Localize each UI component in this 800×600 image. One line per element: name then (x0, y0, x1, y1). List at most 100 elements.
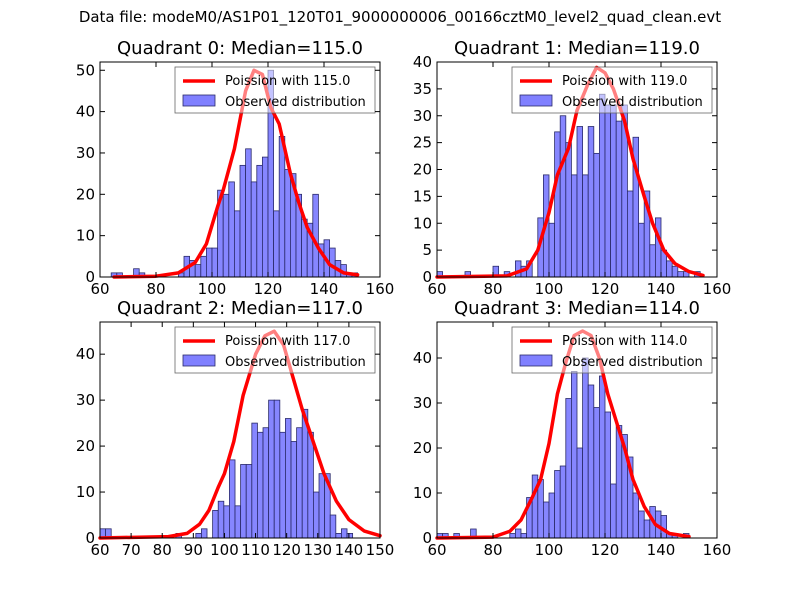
histogram-bar (632, 492, 639, 539)
y-tick-label: 40 (76, 345, 95, 363)
histogram-bar (543, 501, 550, 539)
x-tick-label: 120 (591, 541, 620, 559)
x-tick-label: 80 (153, 541, 172, 559)
histogram-bar (554, 131, 561, 278)
histogram-bar (229, 459, 236, 539)
x-tick-label: 120 (254, 280, 283, 298)
histogram-bar (576, 126, 583, 278)
histogram-bar (587, 126, 595, 278)
histogram-bar (284, 169, 291, 278)
x-tick-label: 60 (90, 541, 109, 559)
histogram-bar (211, 247, 218, 278)
histogram-bar (571, 174, 578, 278)
histogram-bar (554, 470, 561, 539)
histogram-bar (329, 247, 336, 278)
histogram-bar (240, 464, 247, 539)
y-tick-label: 40 (413, 53, 432, 71)
histogram-bar (627, 190, 634, 278)
histogram-bar (671, 265, 679, 278)
histogram-bar (195, 533, 202, 539)
histogram-bar (346, 533, 354, 539)
histogram-bar (245, 464, 253, 539)
subplot-quadrant-0: Quadrant 0: Median=115.0 Poission with 11… (76, 38, 394, 298)
x-tick-label: 60 (427, 280, 446, 298)
histogram-bar (571, 371, 578, 539)
histogram-bar (593, 407, 600, 539)
histogram-bar (329, 514, 337, 539)
figure-suptitle: Data file: modeM0/AS1P01_120T01_90000000… (78, 8, 722, 26)
y-tick-label: 10 (76, 483, 95, 501)
histogram-bar (222, 193, 230, 278)
y-tick-label: 20 (413, 161, 432, 179)
x-tick-label: 140 (647, 541, 676, 559)
legend-label-poisson: Poission with 114.0 (562, 334, 687, 349)
y-tick-label: 10 (413, 214, 432, 232)
histogram-bar (279, 431, 286, 539)
x-tick-label: 60 (90, 280, 109, 298)
x-tick-label: 100 (535, 280, 564, 298)
histogram-bar (638, 222, 645, 278)
histogram-bar (559, 465, 567, 539)
y-tick-label: 30 (413, 107, 432, 125)
x-tick-label: 120 (591, 280, 620, 298)
subplot-title: Quadrant 1: Median=119.0 (454, 38, 700, 59)
histogram-bar (335, 533, 342, 539)
legend-bar-swatch (182, 94, 216, 107)
histogram-bar (587, 384, 595, 539)
y-tick-label: 25 (413, 134, 432, 152)
histogram-bar (318, 473, 326, 539)
histogram-bar (296, 427, 303, 539)
legend: Poission with 115.0 Observed distribution (174, 66, 376, 114)
histogram-bar (245, 148, 252, 278)
y-tick-label: 20 (413, 439, 432, 457)
histogram-bar (677, 271, 684, 278)
y-tick-label: 0 (422, 268, 432, 286)
histogram-bar (233, 210, 241, 278)
y-tick-label: 35 (413, 80, 432, 98)
histogram-bar (582, 174, 589, 278)
subplot-quadrant-2: Quadrant 2: Median=117.0 Poission with 11… (76, 298, 394, 559)
histogram-bar (201, 528, 208, 539)
legend-label-observed: Observed distribution (225, 355, 366, 370)
histogram-bar (212, 510, 219, 539)
x-tick-label: 60 (427, 541, 446, 559)
y-tick-label: 0 (85, 268, 95, 286)
legend: Poission with 117.0 Observed distribution (174, 326, 376, 374)
legend-label-poisson: Poission with 115.0 (225, 74, 350, 89)
x-tick-label: 80 (483, 541, 502, 559)
y-tick-label: 30 (413, 394, 432, 412)
x-tick-label: 80 (146, 280, 165, 298)
x-tick-label: 160 (703, 541, 732, 559)
histogram-bar (537, 479, 544, 539)
histogram-bar (239, 164, 246, 278)
histogram-bars (436, 93, 701, 278)
subplot-title: Quadrant 3: Median=114.0 (454, 298, 700, 319)
y-tick-label: 20 (76, 185, 95, 203)
legend-label-poisson: Poission with 119.0 (562, 74, 687, 89)
x-tick-label: 160 (703, 280, 732, 298)
histogram-bar (520, 533, 527, 539)
x-tick-label: 140 (335, 541, 364, 559)
x-tick-label: 120 (272, 541, 301, 559)
histogram-bar (643, 519, 651, 539)
histogram-bar (548, 222, 555, 278)
histogram-bar (268, 399, 275, 539)
histogram-bar (262, 427, 270, 539)
histogram-bar (251, 422, 258, 539)
x-tick-label: 140 (647, 280, 676, 298)
y-tick-label: 50 (76, 61, 95, 79)
histogram-bar (313, 491, 320, 539)
x-tick-label: 100 (210, 541, 239, 559)
axes-frame (436, 321, 718, 539)
x-tick-label: 100 (535, 541, 564, 559)
legend-label-observed: Observed distribution (562, 95, 703, 110)
histogram-bar (604, 411, 611, 539)
histogram-bar (599, 93, 606, 278)
histogram-bar (604, 104, 611, 278)
legend-bar-swatch (182, 354, 216, 367)
histogram-bar (217, 500, 225, 539)
axes-frame (99, 321, 381, 539)
legend-label-observed: Observed distribution (562, 355, 703, 370)
histogram-bar (599, 375, 606, 539)
subplot-quadrant-1: Quadrant 1: Median=119.0 Poission with 11… (413, 38, 731, 298)
